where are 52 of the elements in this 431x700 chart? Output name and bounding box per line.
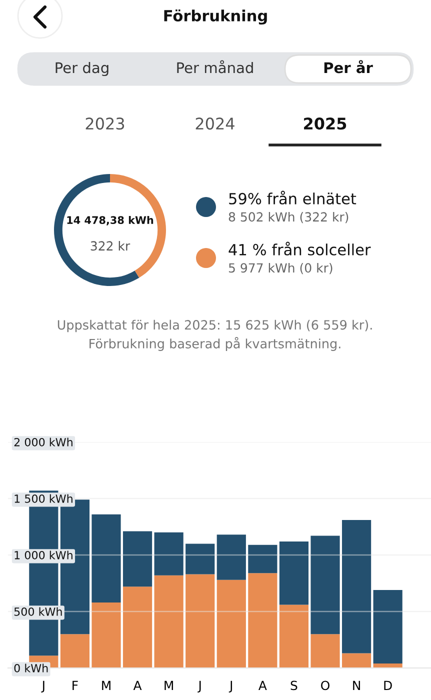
x-tick-label: M — [164, 680, 173, 690]
bar — [154, 532, 184, 576]
text: Per dag — [56, 62, 108, 76]
y-tick-label: 500 kWh — [14, 607, 62, 616]
x-tick-label: F — [72, 680, 78, 690]
x-tick-label: O — [321, 680, 330, 690]
text: 14 478,38 kWh — [67, 216, 154, 226]
bar — [279, 541, 309, 605]
y-tick-label: 1 500 kWh — [14, 494, 72, 503]
text: Per månad — [177, 60, 253, 74]
bar — [248, 544, 278, 574]
x-tick-label: S — [290, 680, 298, 690]
y-tick-label: 1 000 kWh — [14, 550, 72, 560]
bar — [186, 544, 215, 574]
x-tick-label: J — [41, 680, 44, 692]
chart-title: Förbrukning — [164, 9, 267, 25]
x-tick-label: J — [198, 680, 201, 692]
data-label: 8 502 kWh (322 kr) — [228, 212, 348, 224]
bar — [216, 534, 246, 580]
bar — [373, 590, 402, 664]
bar — [342, 653, 372, 668]
x-tick-label: M — [102, 680, 110, 690]
legend-label: 41 % från solceller — [228, 242, 371, 256]
x-tick-label: J — [228, 680, 232, 692]
legend-label: 59% från elnätet — [229, 190, 356, 204]
x-tick-label: D — [384, 680, 392, 690]
bar — [92, 514, 121, 602]
text: Förbrukning baserad på kvartsmätning. — [90, 337, 340, 351]
text: Uppskattat för hela 2025: 15 625 kWh (6 559 kr). — [58, 320, 372, 332]
bar — [248, 573, 278, 668]
x-tick-label: A — [258, 680, 267, 690]
bar — [92, 602, 121, 668]
bar — [186, 574, 215, 668]
y-tick-label: 0 kWh — [14, 664, 48, 672]
bar — [310, 536, 340, 634]
bar — [279, 604, 309, 668]
bar — [342, 520, 372, 654]
x-tick-label: A — [133, 680, 142, 690]
bar — [216, 580, 246, 668]
bar — [122, 586, 152, 668]
bar — [122, 531, 152, 587]
bar — [310, 634, 340, 668]
bar — [60, 634, 90, 668]
bar — [154, 575, 184, 668]
text: 322 kr — [90, 240, 130, 251]
data-label: 5 977 kWh (0 kr) — [228, 262, 332, 274]
text: 2024 — [196, 118, 234, 130]
x-tick-label: N — [353, 680, 360, 690]
text: 2023 — [86, 118, 124, 130]
text: 2025 — [304, 118, 346, 130]
y-tick-label: 2 000 kWh — [14, 438, 72, 446]
text: Per år — [324, 60, 373, 74]
